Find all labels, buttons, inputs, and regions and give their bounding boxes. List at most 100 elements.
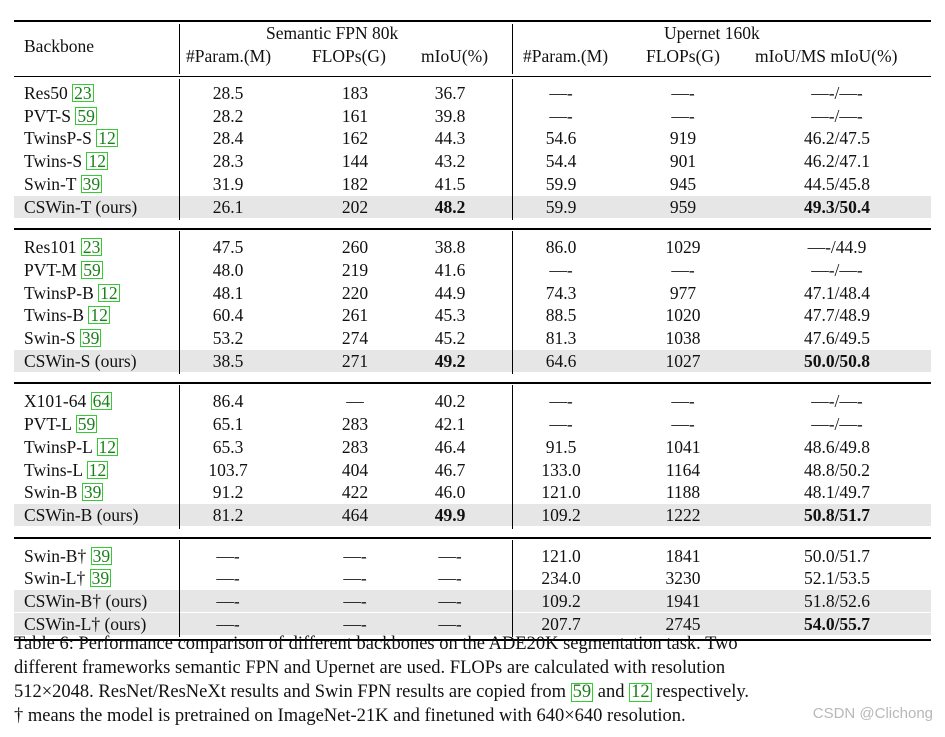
watermark: CSDN @Clichong [812,705,933,722]
table-cell: —- [438,568,462,589]
citation-link[interactable]: 59 [75,414,98,435]
citation-link[interactable]: 23 [80,237,103,258]
table-cell: 81.2 [212,504,244,525]
table-cell: 1020 [665,305,701,326]
table-cell: 64.6 [545,350,577,371]
table-cell: 261 [341,305,369,326]
backbone-name: PVT-M 59 [24,259,103,281]
header-upernet-flops: FLOPs(G) [646,46,720,66]
citation-link[interactable]: 12 [96,128,118,149]
table-cell: 103.7 [208,459,248,480]
table-row: TwinsP-S 12 28.4 162 44.3 54.6 919 46.2/47.5 [14,127,931,149]
citation-link[interactable]: 39 [81,482,104,503]
backbone-name: Twins-L 12 [24,459,109,481]
table-row: PVT-S 59 28.2 161 39.8 —- —- —-/—- [14,105,931,127]
citation-link[interactable]: 59 [81,259,103,280]
citation-link[interactable]: 39 [79,328,102,348]
backbone-name: Swin-S 39 [24,327,102,349]
table-cell: 1188 [665,482,701,503]
table-cell: —- [216,613,240,634]
citation-link[interactable]: 12 [86,151,108,172]
citation-link[interactable]: 39 [90,545,113,566]
table-cell: 182 [341,173,369,194]
column-divider [512,24,513,74]
table-row: PVT-M 59 48.0 219 41.6 —- —- —-/—- [14,259,931,281]
table-cell: —- [438,545,462,566]
backbone-label: CSWin-L† (ours) [24,613,147,634]
backbone-label: CSWin-T (ours) [24,196,138,217]
table-cell: —- [438,613,462,634]
table-cell: —-/44.9 [807,237,867,258]
table-row: Swin-L† 39 —- —- —- 234.0 3230 52.1/53.5 [14,567,931,589]
table-cell: —- [671,414,695,435]
backbone-name: Swin-L† 39 [24,567,112,589]
table-cell: 53.2 [212,328,244,348]
header-fpn-flops: FLOPs(G) [312,46,386,66]
header-backbone: Backbone [24,36,94,56]
backbone-label: CSWin-B (ours) [24,504,139,525]
citation-link[interactable]: 59 [75,105,97,126]
table-cell: 50.0/51.7 [803,545,871,566]
table-cell: 162 [341,128,369,149]
table-cell: 40.2 [434,391,466,412]
table-cell: 219 [341,259,369,280]
table-cell: 45.3 [434,305,466,326]
backbone-label: Twins-L [24,459,87,480]
table-cell: 60.4 [212,305,244,326]
table-row: Res101 23 47.5 260 38.8 86.0 1029 —-/44.9 [14,236,931,258]
table-row: Swin-B† 39 —- —- —- 121.0 1841 50.0/51.7 [14,545,931,567]
backbone-name: Res50 23 [24,82,94,104]
table-cell: 144 [341,151,369,172]
backbone-label: Swin-S [24,328,80,348]
column-divider [512,79,513,221]
citation-link[interactable]: 12 [98,282,120,303]
citation-link[interactable]: 12 [88,305,110,326]
backbone-name: TwinsP-L 12 [24,436,119,458]
table-cell: —- [549,105,573,126]
table-cell: 39.8 [434,105,466,126]
table-cell: 283 [341,436,369,457]
table-cell: 28.2 [212,105,244,126]
table-cell: 202 [341,196,369,217]
table-cell: —-/—- [811,105,863,126]
backbone-label: Res101 [24,237,81,258]
caption-citation-12[interactable]: 12 [629,682,652,702]
citation-link[interactable]: 23 [72,83,94,103]
backbone-name: Swin-B 39 [24,481,104,503]
table-cell: 121.0 [541,482,581,503]
citation-link[interactable]: 12 [86,459,109,480]
table-cell: 46.2/47.1 [803,151,871,172]
table-cell: 3230 [665,568,701,589]
table-cell: 919 [669,128,697,149]
citation-link[interactable]: 39 [89,568,112,589]
column-divider [179,539,180,638]
table-cell: 41.5 [434,173,466,194]
table-cell: 464 [341,504,369,525]
table-cell: 260 [341,237,369,258]
table-cell: 1041 [665,436,701,457]
citation-link[interactable]: 64 [90,391,113,412]
bottom-rule [14,639,931,642]
table-row: Swin-S 39 53.2 274 45.2 81.3 1038 47.6/49.5 [14,327,931,349]
table-cell: 422 [341,482,369,503]
backbone-label: X101-64 [24,391,91,412]
table-cell: 28.4 [212,128,244,149]
citation-link[interactable]: 12 [96,436,119,457]
header-fpn-param: #Param.(M) [186,46,272,66]
table-cell: 109.2 [541,504,581,525]
table-cell: 47.5 [212,237,244,258]
table-cell: 28.5 [212,83,244,103]
table-cell: 38.5 [212,350,244,371]
caption-citation-59[interactable]: 59 [570,682,594,702]
table-cell: —- [438,591,462,611]
backbone-name: Swin-T 39 [24,173,103,195]
table-cell: 52.1/53.5 [803,568,871,589]
table-cell: 47.1/48.4 [803,282,871,303]
table-row: CSWin-T (ours) 26.1 202 48.2 59.9 959 49.3/50.… [14,195,931,218]
table-cell: 48.1 [212,282,244,303]
group-separator-rule [14,228,931,231]
citation-link[interactable]: 39 [80,173,103,194]
backbone-name: Twins-S 12 [24,150,108,172]
table-cell: 86.0 [545,237,577,258]
backbone-name: CSWin-B (ours) [24,504,139,526]
